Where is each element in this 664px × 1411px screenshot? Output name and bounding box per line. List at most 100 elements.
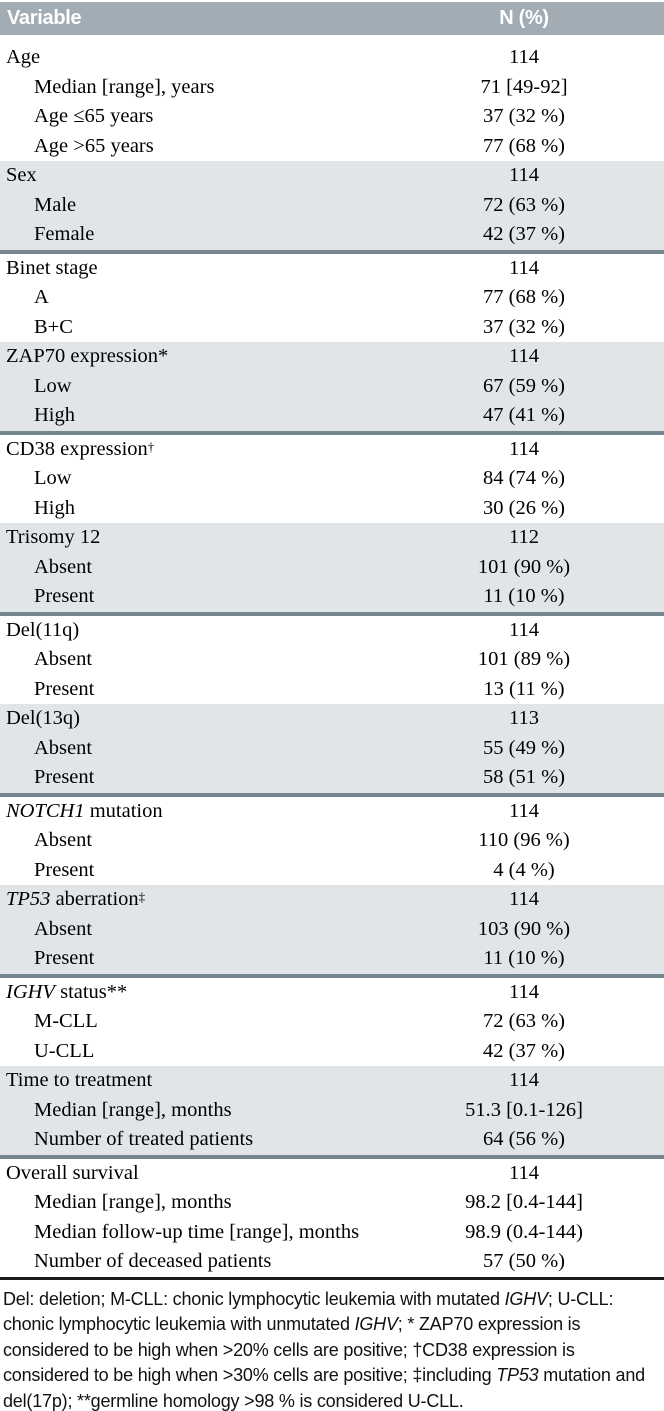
row-label: Overall survival <box>0 1159 384 1189</box>
table-section: Del(13q) 113 Absent 55 (49 %) Present 58 (51 … <box>0 704 664 797</box>
table-row: Low 84 (74 %) <box>0 464 664 494</box>
footnote-text: Del: deletion; M-CLL: chonic lymphocytic… <box>3 1288 505 1309</box>
row-label: Absent <box>0 826 384 856</box>
row-value: 72 (63 %) <box>483 193 565 216</box>
table-section: NOTCH1 mutation 114 Absent 110 (96 %) Presen… <box>0 797 664 886</box>
label-text: Sex <box>6 164 37 186</box>
table-section-header-row: Del(11q) 114 <box>0 616 664 646</box>
row-label: Present <box>0 763 384 793</box>
row-value: 114 <box>509 1069 539 1091</box>
row-value: 77 (68 %) <box>483 286 565 308</box>
row-label: Absent <box>0 734 384 764</box>
row-label: Sex <box>0 161 384 191</box>
footnote-text: ; U-CLL: chonic lymphocytic leukemia wit… <box>3 1288 614 1335</box>
row-label: Present <box>0 856 384 886</box>
row-value: 30 (26 %) <box>483 496 565 519</box>
row-label: Number of deceased patients <box>0 1247 384 1277</box>
label-text: aberration <box>50 888 139 910</box>
row-label: Del(11q) <box>0 616 384 646</box>
label-text: mutation <box>84 799 163 822</box>
table-row: Median [range], months 98.2 [0.4-144] <box>0 1188 664 1218</box>
row-label: High <box>0 401 384 431</box>
table-row: Present 11 (10 %) <box>0 944 664 974</box>
row-value: 103 (90 %) <box>477 917 571 940</box>
table-row: B+C 37 (32 %) <box>0 313 664 343</box>
label-text: Absent <box>34 555 93 578</box>
row-value: 13 (11 %) <box>483 677 565 700</box>
column-header-variable: Variable <box>7 7 82 29</box>
table-section-header-row: CD38 expression† 114 <box>0 435 664 465</box>
row-label: Present <box>0 582 384 612</box>
label-text: Present <box>34 858 95 881</box>
row-value: 110 (96 %) <box>478 829 570 851</box>
row-value: 98.2 [0.4-144] <box>465 1191 583 1213</box>
table-section-header-row: ZAP70 expression* 114 <box>0 342 664 372</box>
row-label: A <box>0 283 384 313</box>
row-label: Absent <box>0 915 384 945</box>
row-label: Median follow-up time [range], months <box>0 1218 384 1248</box>
row-value: 114 <box>509 437 539 460</box>
row-value: 58 (51 %) <box>483 766 565 788</box>
label-text: Age >65 years <box>34 134 154 157</box>
row-value: 11 (10 %) <box>483 947 565 969</box>
row-value: 113 <box>509 707 539 729</box>
table-row: Age >65 years 77 (68 %) <box>0 132 664 162</box>
table-row: Present 11 (10 %) <box>0 582 664 612</box>
table-row: Age ≤65 years 37 (32 %) <box>0 102 664 132</box>
label-text: Overall survival <box>6 1161 139 1184</box>
row-label: Del(13q) <box>0 704 384 734</box>
row-value: 77 (68 %) <box>483 134 565 157</box>
table-row: Median [range], years 71 [49-92] <box>0 73 664 103</box>
row-label: Absent <box>0 553 384 583</box>
table-section-header-row: Overall survival 114 <box>0 1159 664 1189</box>
table-row: Female 42 (37 %) <box>0 220 664 250</box>
table-section-header-row: Trisomy 12 112 <box>0 523 664 553</box>
row-label: Number of treated patients <box>0 1125 384 1155</box>
row-label: M-CLL <box>0 1007 384 1037</box>
label-text: Number of treated patients <box>34 1128 254 1150</box>
row-value: 84 (74 %) <box>483 467 565 489</box>
table-section: Overall survival 114 Median [range], month… <box>0 1159 664 1277</box>
row-label: Median [range], months <box>0 1096 384 1126</box>
table-row: Low 67 (59 %) <box>0 372 664 402</box>
label-text: Present <box>34 585 95 607</box>
table-row: Absent 110 (96 %) <box>0 826 664 856</box>
table-section: CD38 expression† 114 Low 84 (74 %) High 30 (2… <box>0 435 664 524</box>
row-value: 11 (10 %) <box>483 585 565 607</box>
table-section-header-row: Age 114 <box>0 43 664 73</box>
row-label: Median [range], months <box>0 1188 384 1218</box>
row-label: NOTCH1 mutation <box>0 797 384 827</box>
row-label: Female <box>0 220 384 250</box>
table-section-header-row: Time to treatment 114 <box>0 1066 664 1096</box>
row-label: Absent <box>0 645 384 675</box>
table-row: A 77 (68 %) <box>0 283 664 313</box>
label-text: Present <box>34 947 95 969</box>
label-text: U-CLL <box>34 1039 95 1062</box>
row-value: 98.9 (0.4-144) <box>465 1220 583 1243</box>
label-text: Female <box>34 223 95 245</box>
table-header-row: Variable N (%) <box>0 2 664 35</box>
label-text: Age <box>6 46 41 68</box>
row-value: 37 (32 %) <box>483 315 565 338</box>
table-row: High 30 (26 %) <box>0 494 664 524</box>
label-text: M-CLL <box>34 1010 98 1032</box>
row-label: Median [range], years <box>0 73 384 103</box>
table-section: Binet stage 114 A 77 (68 %) B+C 37 (32 %) <box>0 254 664 343</box>
row-value: 42 (37 %) <box>483 1039 565 1062</box>
table-row: M-CLL 72 (63 %) <box>0 1007 664 1037</box>
label-text: † <box>147 438 155 454</box>
row-label: IGHV status** <box>0 978 384 1008</box>
label-text: Low <box>34 374 72 397</box>
row-value: 37 (32 %) <box>483 105 565 127</box>
row-label: Low <box>0 464 384 494</box>
table-row: Absent 101 (90 %) <box>0 553 664 583</box>
row-value: 114 <box>509 345 539 367</box>
table-section: Sex 114 Male 72 (63 %) Female 42 (37 %) <box>0 161 664 254</box>
label-text: Binet stage <box>6 256 98 279</box>
label-text: Absent <box>34 736 93 759</box>
table-section: ZAP70 expression* 114 Low 67 (59 %) High 47 (… <box>0 342 664 435</box>
row-label: Present <box>0 944 384 974</box>
label-text: ZAP70 expression* <box>6 345 169 367</box>
row-label: Low <box>0 372 384 402</box>
